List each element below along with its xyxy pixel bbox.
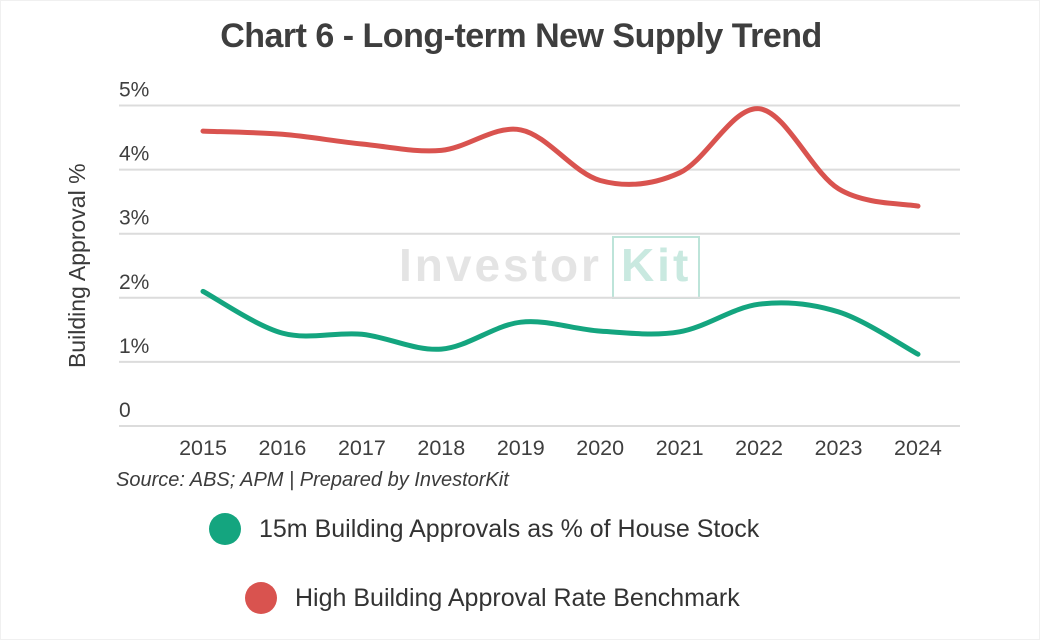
legend-label-approvals: 15m Building Approvals as % of House Sto…	[259, 514, 760, 543]
legend-item-benchmark: High Building Approval Rate Benchmark	[245, 582, 740, 614]
legend-marker-green-icon	[209, 513, 241, 545]
x-tick-label: 2017	[338, 436, 386, 460]
investorkit-watermark: Investor Kit	[399, 236, 701, 299]
watermark-investor-text: Investor	[399, 239, 602, 291]
legend-marker-red-icon	[245, 582, 277, 614]
y-tick-label: 2%	[119, 271, 149, 294]
x-tick-label: 2020	[576, 436, 624, 460]
y-tick-label: 1%	[119, 335, 149, 358]
x-tick-label: 2022	[735, 436, 783, 460]
y-tick-label: 4%	[119, 143, 149, 166]
line-chart-plot: 0 1% 2% 3% 4% 5% 2015 2016 2017 2018 2019 2020 2021 2…	[64, 79, 960, 460]
legend-label-benchmark: High Building Approval Rate Benchmark	[295, 583, 740, 612]
x-tick-label: 2018	[417, 436, 465, 460]
x-tick-label: 2019	[497, 436, 545, 460]
y-tick-label: 5%	[119, 79, 149, 102]
chart-title: Chart 6 - Long-term New Supply Trend	[220, 17, 822, 55]
y-tick-label: 0	[119, 399, 131, 422]
x-tick-label: 2015	[179, 436, 227, 460]
y-tick-label: 3%	[119, 207, 149, 230]
series-line-red	[200, 106, 921, 209]
series-line-green	[200, 288, 921, 357]
x-tick-label: 2021	[656, 436, 704, 460]
x-tick-label: 2024	[894, 436, 942, 460]
legend-item-approvals: 15m Building Approvals as % of House Sto…	[209, 513, 759, 545]
watermark-kit-text: Kit	[611, 236, 701, 299]
x-tick-label: 2023	[815, 436, 863, 460]
x-tick-label: 2016	[259, 436, 307, 460]
source-note: Source: ABS; APM | Prepared by InvestorK…	[116, 469, 509, 491]
y-axis-title: Building Approval %	[64, 163, 90, 368]
